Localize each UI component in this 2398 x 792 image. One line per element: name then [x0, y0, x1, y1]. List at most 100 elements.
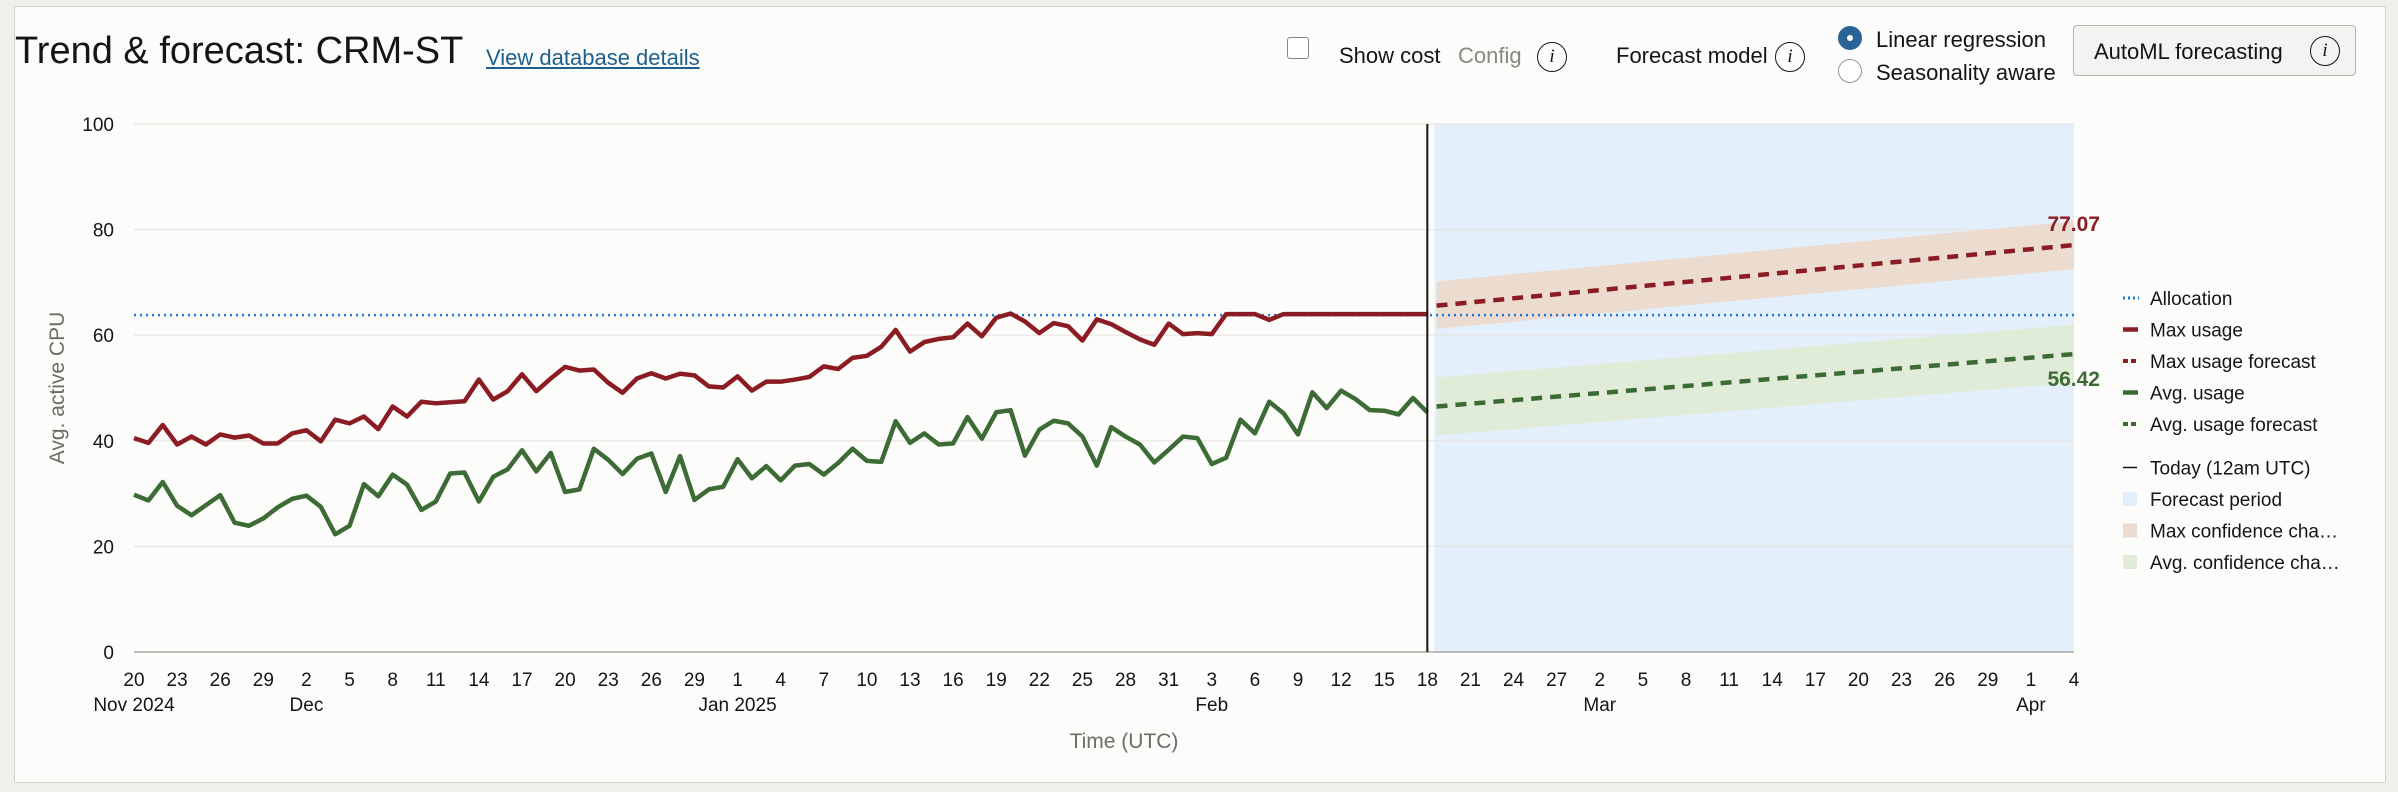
legend-layer: Allocation Max usage Max usage forecast Avg…: [2123, 289, 2340, 574]
legend-label: Avg. usage forecast: [2150, 415, 2318, 436]
forecast-model-info-icon[interactable]: i: [1775, 42, 1805, 72]
x-tick-label: 29: [253, 670, 274, 691]
legend-label: Max usage: [2150, 321, 2243, 342]
automl-info-icon[interactable]: i: [2310, 36, 2340, 66]
avg-confidence-band: [1436, 324, 2074, 436]
show-cost-label[interactable]: Show cost: [1339, 43, 1441, 68]
x-tick-label: 5: [1638, 670, 1649, 691]
show-cost-checkbox[interactable]: [1287, 37, 1309, 59]
x-tick-label: 10: [856, 670, 877, 691]
x-tick-sublabel: Mar: [1583, 695, 1616, 716]
x-tick-label: 11: [1719, 670, 1739, 691]
gridlines-layer: [134, 123, 2074, 653]
x-tick-sublabel: Feb: [1195, 695, 1228, 716]
config-info-icon[interactable]: i: [1537, 42, 1567, 72]
x-tick-label: 19: [986, 670, 1007, 691]
x-tick-label: 6: [1250, 670, 1261, 691]
x-tick-label: 8: [1681, 670, 1692, 691]
x-tick-label: 2: [301, 670, 312, 691]
x-tick-sublabel: Apr: [2016, 695, 2046, 716]
automl-forecasting-button[interactable]: AutoML forecasting i: [2073, 25, 2356, 76]
x-tick-label: 22: [1029, 670, 1050, 691]
legend-swatch: [2123, 555, 2137, 569]
x-tick-label: 24: [1503, 670, 1525, 691]
x-tick-label: 23: [598, 670, 619, 691]
legend-label: Avg. confidence cha…: [2150, 553, 2340, 574]
x-tick-label: 3: [1206, 670, 1217, 691]
x-tick-label: 13: [899, 670, 920, 691]
x-tick-label: 23: [1891, 670, 1912, 691]
avg-forecast-end-label: 56.42: [2047, 368, 2100, 391]
linear-regression-label[interactable]: Linear regression: [1876, 27, 2046, 52]
y-tick-label: 80: [93, 221, 114, 242]
x-tick-label: 18: [1417, 670, 1438, 691]
legend-label: Forecast period: [2150, 490, 2282, 511]
legend-swatch: [2123, 523, 2137, 538]
x-tick-label: 16: [943, 670, 964, 691]
x-tick-label: 29: [1977, 670, 1998, 691]
max-usage-line: [133, 311, 1428, 447]
x-tick-label: 8: [387, 670, 398, 691]
x-tick-label: 15: [1374, 670, 1395, 691]
x-tick-sublabel: Dec: [290, 695, 324, 716]
forecast-model-label: Forecast model: [1616, 43, 1768, 68]
legend-label: Today (12am UTC): [2150, 459, 2311, 480]
page-title: Trend & forecast: CRM-ST: [15, 30, 464, 72]
x-tick-label: 27: [1546, 670, 1567, 691]
x-tick-sublabel: Jan 2025: [698, 695, 776, 716]
y-tick-label: 100: [82, 115, 114, 136]
view-database-details-link[interactable]: View database details: [486, 45, 700, 70]
confidence-bands-layer: [1436, 221, 2074, 436]
x-tick-label: 20: [123, 670, 144, 691]
legend-swatch: [2123, 492, 2137, 506]
x-tick-label: 28: [1115, 670, 1136, 691]
x-tick-label: 21: [1460, 670, 1481, 691]
x-tick-label: 1: [732, 670, 743, 691]
x-tick-label: 20: [555, 670, 576, 691]
automl-forecasting-label: AutoML forecasting: [2094, 39, 2283, 64]
y-tick-label: 20: [93, 537, 114, 558]
x-tick-label: 11: [426, 670, 446, 691]
x-tick-label: 5: [344, 670, 355, 691]
x-tick-label: 9: [1293, 670, 1304, 691]
x-tick-sublabel: Nov 2024: [93, 695, 175, 716]
x-tick-label: 29: [684, 670, 705, 691]
x-tick-label: 17: [511, 670, 532, 691]
x-tick-label: 23: [167, 670, 188, 691]
x-tick-label: 12: [1331, 670, 1352, 691]
x-axis-title: Time (UTC): [1070, 730, 1179, 753]
x-tick-label: 20: [1848, 670, 1869, 691]
legend-label: Max usage forecast: [2150, 352, 2317, 373]
series-layer: 77.07 56.42: [133, 213, 2100, 537]
legend-label: Max confidence cha…: [2150, 522, 2338, 543]
legend-label: Allocation: [2150, 289, 2232, 310]
x-tick-label: 25: [1072, 670, 1093, 691]
x-tick-label: 17: [1805, 670, 1826, 691]
avg-usage-line: [133, 388, 1429, 537]
y-tick-label: 60: [93, 326, 114, 347]
y-tick-label: 40: [93, 432, 114, 453]
max-forecast-end-label: 77.07: [2047, 213, 2100, 236]
x-tick-label: 26: [210, 670, 231, 691]
x-tick-label: 14: [468, 670, 490, 691]
y-tick-label: 0: [103, 643, 114, 664]
x-tick-label: 26: [1934, 670, 1955, 691]
avg-usage-forecast-line: [1436, 351, 2075, 409]
config-label: Config: [1458, 43, 1522, 68]
seasonality-aware-radio[interactable]: [1838, 59, 1862, 83]
y-axis-title: Avg. active CPU: [46, 312, 69, 465]
linear-regression-radio[interactable]: [1838, 26, 1862, 50]
x-tick-label: 14: [1762, 670, 1784, 691]
max-confidence-band: [1436, 221, 2074, 329]
x-tick-label: 26: [641, 670, 662, 691]
x-tick-label: 4: [775, 670, 786, 691]
legend-label: Avg. usage: [2150, 384, 2245, 405]
x-tick-label: 31: [1158, 670, 1179, 691]
seasonality-aware-label[interactable]: Seasonality aware: [1876, 60, 2056, 85]
x-tick-label: 1: [2026, 670, 2037, 691]
x-tick-label: 4: [2069, 670, 2080, 691]
x-tick-label: 2: [1594, 670, 1605, 691]
x-tick-label: 7: [818, 670, 829, 691]
